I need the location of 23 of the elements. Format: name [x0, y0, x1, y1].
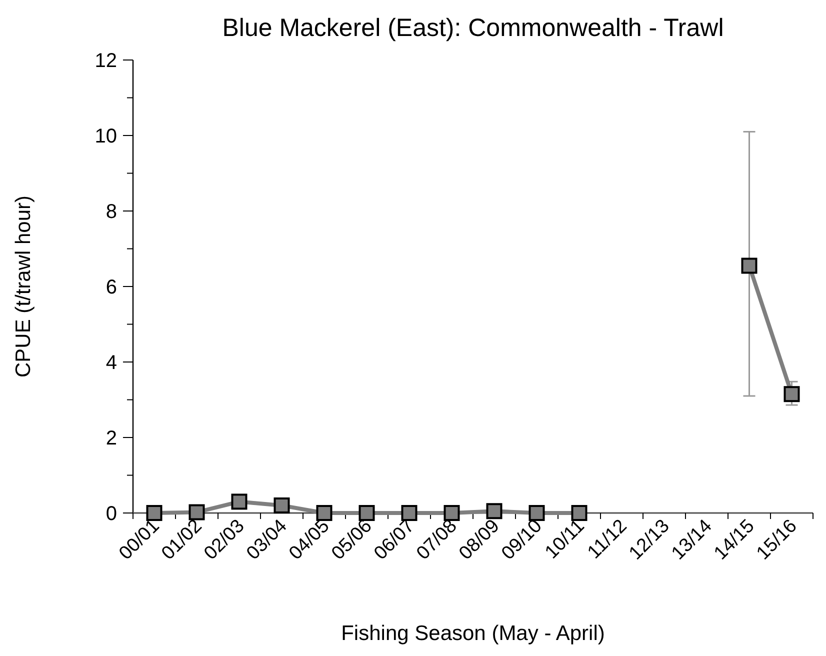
point — [401, 505, 418, 521]
point — [444, 505, 460, 521]
point — [358, 505, 375, 521]
y-tick-label: 8 — [106, 201, 117, 223]
y-axis-title: CPUE (t/trawl hour) — [12, 195, 35, 378]
point — [274, 497, 290, 514]
point — [231, 494, 248, 510]
y-tick-label: 4 — [106, 352, 117, 374]
chart-title: Blue Mackerel (East): Commonwealth - Trawl — [222, 14, 724, 42]
y-tick-label: 2 — [106, 428, 117, 450]
point — [146, 505, 162, 521]
point — [784, 386, 800, 402]
point — [316, 505, 332, 521]
point — [528, 505, 545, 521]
point — [741, 258, 758, 274]
y-tick-label: 6 — [106, 276, 117, 298]
point — [571, 505, 588, 521]
point — [188, 504, 205, 520]
point — [486, 503, 502, 520]
y-tick-label: 0 — [106, 503, 117, 525]
x-axis-title: Fishing Season (May - April) — [341, 622, 605, 645]
y-tick-label: 10 — [94, 126, 117, 148]
y-tick-label: 12 — [94, 50, 117, 72]
